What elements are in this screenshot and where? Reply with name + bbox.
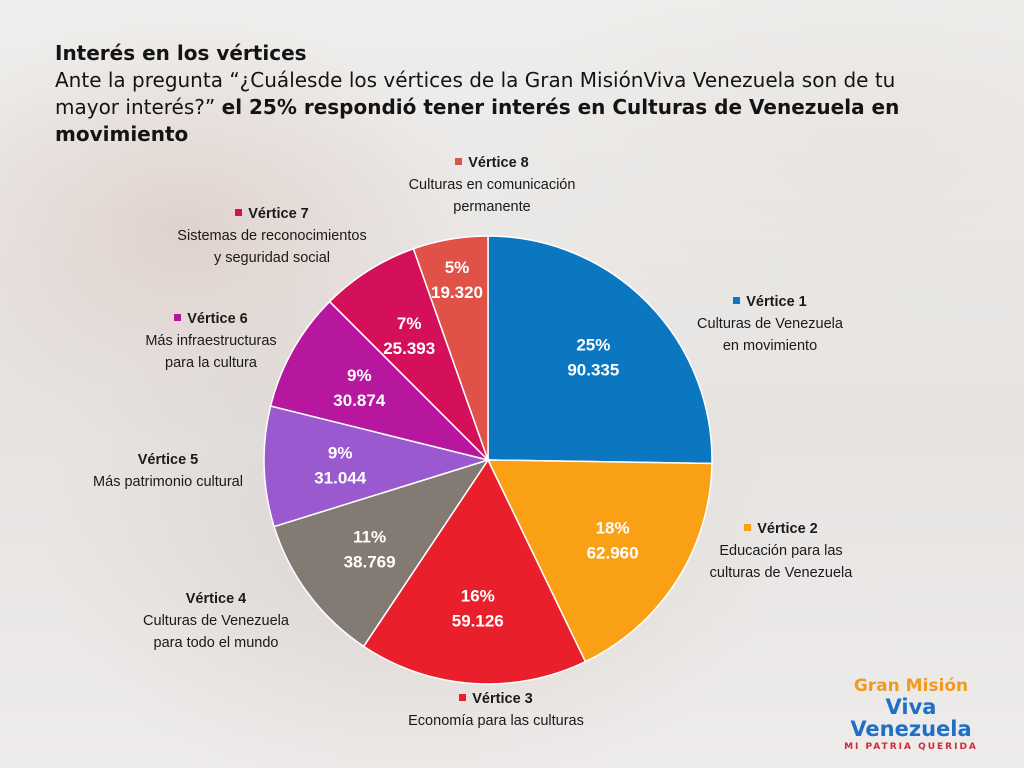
- pie-slice-8: [412, 235, 489, 461]
- logo-line1: Gran Misión: [853, 676, 969, 696]
- vertex-label-6: Vértice 6 Más infraestructuras para la c…: [116, 308, 306, 374]
- legend-swatch-2: [744, 524, 752, 531]
- vertex-line1-2: Educación para las: [719, 543, 843, 559]
- slice-percent-4: 11%: [353, 528, 386, 547]
- vertex-line2-8: permanente: [453, 199, 531, 215]
- slice-percent-7: 7%: [397, 314, 422, 333]
- vertex-line1-6: Más infraestructuras: [145, 333, 277, 349]
- pie-slice-5: [263, 405, 491, 528]
- header: Interés en los vértices Ante la pregunta…: [55, 40, 955, 148]
- vertex-line1-4: Culturas de Venezuela: [143, 613, 289, 629]
- slice-value-1: 90.335: [567, 360, 619, 379]
- slice-percent-3: 16%: [461, 586, 495, 605]
- subtitle-plain: Ante la pregunta “¿Cuálesde los vértices…: [55, 68, 896, 119]
- slice-value-6: 30.874: [333, 391, 386, 410]
- pie-slice-3: [362, 458, 587, 685]
- vertex-label-3: Vértice 3 Economía para las culturas: [386, 688, 606, 732]
- slice-value-3: 59.126: [452, 611, 504, 630]
- slice-percent-5: 9%: [328, 443, 353, 462]
- vertex-head-6: Vértice 6: [187, 311, 248, 327]
- slice-value-7: 25.393: [383, 339, 435, 358]
- pie-slice-4: [273, 458, 490, 648]
- vertex-head-5: Vértice 5: [137, 452, 199, 468]
- vertex-head-7: Vértice 7: [248, 206, 309, 222]
- pie-slice-2: [486, 459, 713, 663]
- slice-percent-2: 18%: [596, 519, 630, 538]
- vertex-head-8: Vértice 8: [468, 155, 529, 171]
- logo-line3: MI PATRIA QUERIDA: [844, 742, 978, 752]
- legend-swatch-1: [733, 297, 741, 304]
- subtitle-bold: el 25% respondió tener interés en Cultur…: [55, 95, 900, 146]
- slice-value-2: 62.960: [587, 544, 639, 563]
- vertex-line1-8: Culturas en comunicación: [408, 177, 576, 193]
- vertex-line2-1: en movimiento: [722, 338, 818, 354]
- vertex-line1-3: Economía para las culturas: [408, 713, 584, 729]
- vertex-line2-2: culturas de Venezuela: [709, 565, 853, 581]
- vertex-label-7: Vértice 7 Sistemas de reconocimientos y …: [162, 203, 382, 269]
- vertex-head-2: Vértice 2: [757, 521, 818, 537]
- page-title: Interés en los vértices: [55, 41, 307, 65]
- vertex-head-1: Vértice 1: [746, 294, 807, 310]
- vertex-label-5: Vértice 5 Más patrimonio cultural: [73, 449, 263, 493]
- vertex-head-3: Vértice 3: [472, 691, 533, 707]
- vertex-line1-1: Culturas de Venezuela: [697, 316, 843, 332]
- legend-swatch-6: [174, 314, 182, 321]
- pie-slice-7: [328, 247, 489, 461]
- vertex-label-4: Vértice 4 Culturas de Venezuela para tod…: [121, 588, 311, 654]
- vertex-line2-6: para la cultura: [165, 355, 257, 371]
- vertex-label-8: Vértice 8 Culturas en comunicación perma…: [382, 152, 602, 218]
- vertex-line1-7: Sistemas de reconocimientos: [177, 228, 367, 244]
- pie-slice-1: [487, 235, 713, 465]
- legend-swatch-3: [459, 694, 467, 701]
- vertex-label-1: Vértice 1 Culturas de Venezuela en movim…: [675, 291, 865, 357]
- vertex-line2-7: y seguridad social: [213, 250, 331, 266]
- legend-swatch-7: [235, 209, 243, 216]
- vertex-head-4: Vértice 4: [185, 591, 247, 607]
- slice-percent-6: 9%: [347, 366, 372, 385]
- pie-slice-6: [269, 300, 491, 462]
- slice-value-5: 31.044: [314, 468, 367, 487]
- page-subtitle: Ante la pregunta “¿Cuálesde los vértices…: [55, 67, 955, 148]
- vertex-line2-4: para todo el mundo: [153, 635, 279, 651]
- slice-value-8: 19.320: [431, 283, 483, 302]
- slice-percent-8: 5%: [445, 258, 470, 277]
- gran-mision-logo: Gran Misión Viva Venezuela MI PATRIA QUE…: [826, 676, 996, 754]
- logo-line2: Viva Venezuela: [850, 695, 972, 741]
- vertex-label-2: Vértice 2 Educación para las culturas de…: [686, 518, 876, 584]
- vertex-line1-5: Más patrimonio cultural: [93, 474, 243, 490]
- legend-swatch-8: [455, 158, 463, 165]
- slice-value-4: 38.769: [344, 553, 396, 572]
- slice-percent-1: 25%: [576, 335, 610, 354]
